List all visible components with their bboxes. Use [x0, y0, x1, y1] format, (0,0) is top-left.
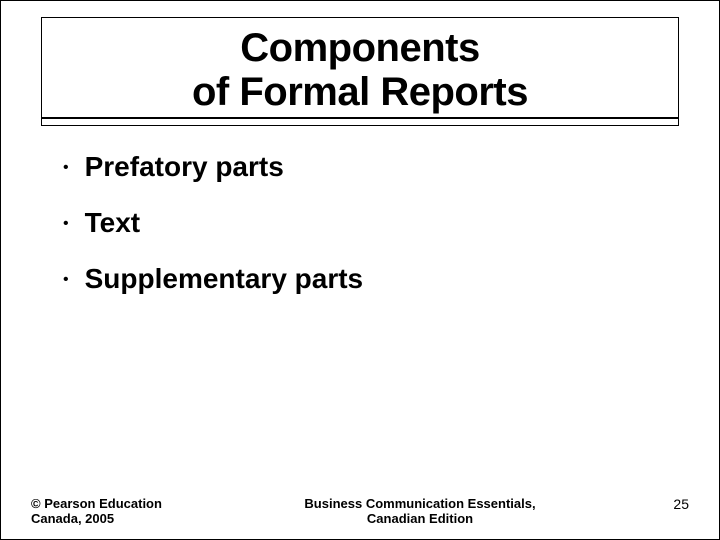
bullet-text: Text — [85, 207, 141, 239]
title-underline — [42, 117, 678, 119]
title-line-1: Components — [42, 26, 678, 70]
book-title-line-1: Business Communication Essentials, — [211, 496, 629, 512]
copyright-line-1: © Pearson Education — [31, 496, 211, 512]
list-item: • Text — [63, 207, 657, 241]
list-item: • Supplementary parts — [63, 263, 657, 297]
footer-book-title: Business Communication Essentials, Canad… — [211, 496, 629, 527]
bullet-marker-icon: • — [63, 263, 69, 297]
list-item: • Prefatory parts — [63, 151, 657, 185]
bullet-text: Prefatory parts — [85, 151, 284, 183]
page-number: 25 — [629, 496, 689, 512]
title-line-2: of Formal Reports — [42, 70, 678, 114]
book-title-line-2: Canadian Edition — [211, 511, 629, 527]
bullet-text: Supplementary parts — [85, 263, 364, 295]
title-box: Components of Formal Reports — [41, 17, 679, 126]
bullet-list: • Prefatory parts • Text • Supplementary… — [63, 151, 657, 319]
bullet-marker-icon: • — [63, 151, 69, 185]
footer-copyright: © Pearson Education Canada, 2005 — [31, 496, 211, 527]
copyright-line-2: Canada, 2005 — [31, 511, 211, 527]
bullet-marker-icon: • — [63, 207, 69, 241]
slide-container: Components of Formal Reports • Prefatory… — [0, 0, 720, 540]
footer: © Pearson Education Canada, 2005 Busines… — [31, 496, 689, 527]
